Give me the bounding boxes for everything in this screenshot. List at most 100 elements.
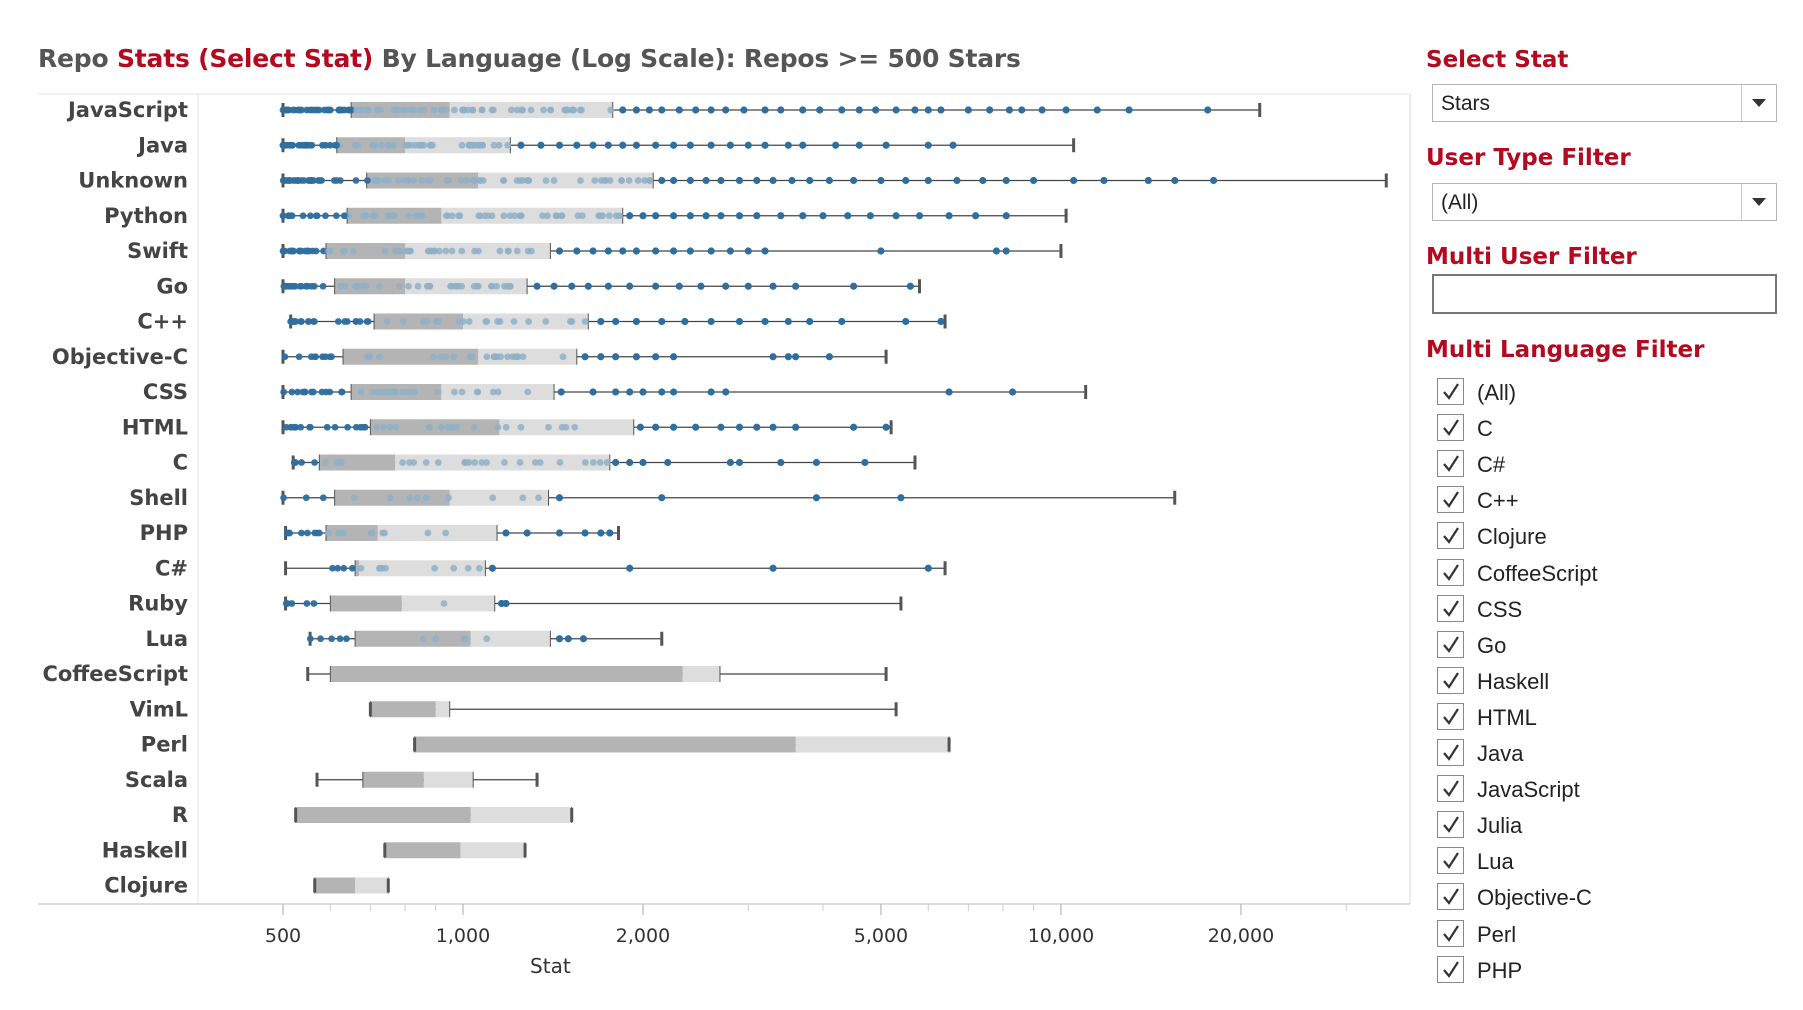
outlier-point (761, 106, 769, 114)
data-point (431, 564, 438, 572)
data-point (444, 423, 452, 431)
outlier-point (979, 176, 987, 185)
outlier-point (658, 176, 666, 185)
category-label: Unknown (78, 169, 188, 193)
user-type-dropdown[interactable]: (All) (1432, 183, 1777, 221)
checkbox-checked-icon[interactable] (1437, 919, 1464, 947)
outlier-point (806, 317, 814, 326)
outlier-point (1209, 176, 1218, 185)
chevron-down-icon[interactable] (1741, 184, 1776, 220)
data-point (426, 423, 434, 431)
category-label: Clojure (104, 874, 188, 898)
outlier-point (1070, 176, 1078, 185)
checkbox-checked-icon[interactable] (1437, 739, 1464, 766)
data-point (310, 177, 317, 184)
box-lower-half (330, 666, 683, 682)
data-point (540, 106, 547, 114)
outlier-point (686, 176, 694, 185)
checkbox-checked-icon[interactable] (1437, 847, 1464, 875)
data-point (450, 353, 458, 361)
data-point (304, 529, 311, 537)
box-lower-half (330, 595, 402, 612)
checkbox-checked-icon[interactable] (1437, 378, 1464, 405)
data-point (504, 141, 512, 149)
data-point (519, 106, 527, 114)
data-point (319, 353, 326, 361)
data-point (352, 177, 360, 184)
checkbox-checked-icon[interactable] (1437, 558, 1464, 586)
data-point (392, 423, 400, 431)
data-point (437, 106, 445, 114)
data-point (634, 177, 642, 184)
data-point (288, 318, 296, 325)
outlier-point (568, 282, 576, 290)
box-upper-half (682, 666, 720, 682)
checkbox-checked-icon[interactable] (1437, 594, 1464, 622)
data-point (330, 177, 338, 184)
chevron-down-icon[interactable] (1741, 85, 1776, 121)
multi-user-input[interactable] (1432, 274, 1777, 314)
box-upper-half (401, 595, 495, 612)
outlier-point (992, 247, 1001, 255)
checkbox-checked-icon[interactable] (1437, 414, 1464, 442)
checkbox-checked-icon[interactable] (1437, 666, 1464, 694)
checkbox-checked-icon[interactable] (1437, 450, 1464, 478)
data-point (371, 212, 379, 220)
data-point (306, 212, 314, 220)
data-point (282, 600, 290, 607)
data-point (510, 318, 518, 325)
outlier-point (799, 141, 807, 149)
data-point (536, 459, 544, 466)
box-lower-half (384, 842, 461, 859)
data-point (504, 353, 511, 361)
data-point (567, 318, 574, 325)
data-point (641, 177, 649, 184)
data-point (279, 212, 287, 220)
outlier-point (597, 529, 605, 537)
data-point (368, 388, 376, 396)
language-checkbox-label: Java (1477, 741, 1524, 766)
data-point (519, 353, 527, 361)
outlier-point (769, 423, 777, 431)
data-point (322, 212, 329, 220)
data-point (458, 282, 466, 290)
checkbox-checked-icon[interactable] (1437, 702, 1464, 730)
outlier-point (681, 317, 689, 326)
checkbox-checked-icon[interactable] (1437, 775, 1464, 803)
outlier-point (799, 106, 807, 114)
select-stat-dropdown[interactable]: Stars (1432, 84, 1777, 122)
category-label: Shell (129, 486, 188, 510)
outlier-point (949, 141, 957, 149)
data-point (589, 459, 597, 466)
data-point (404, 141, 412, 149)
data-point (478, 141, 486, 149)
x-axis-title: Stat (530, 954, 571, 978)
outlier-point (849, 423, 858, 431)
data-point (458, 388, 466, 396)
checkbox-checked-icon[interactable] (1437, 883, 1464, 911)
checkbox-checked-icon[interactable] (1437, 955, 1464, 983)
outlier-point (707, 247, 715, 255)
checkbox-checked-icon[interactable] (1437, 811, 1464, 839)
data-point (489, 494, 497, 502)
title-stat-parameter[interactable]: Stats (Select Stat) (116, 44, 374, 73)
data-point (285, 529, 293, 537)
data-point (399, 318, 407, 325)
outlier-point (707, 106, 715, 114)
category-label: Lua (145, 627, 188, 651)
checkbox-checked-icon[interactable] (1437, 630, 1464, 658)
data-point (504, 247, 512, 255)
language-checkbox-label: (All) (1477, 380, 1517, 405)
checkbox-checked-icon[interactable] (1437, 486, 1464, 514)
box-upper-half (423, 771, 474, 788)
box-layer (281, 102, 1388, 894)
outlier-point (639, 388, 647, 396)
data-point (547, 106, 554, 114)
language-checkbox-label: Perl (1477, 921, 1517, 947)
outlier-point (652, 282, 660, 290)
language-checkbox-label: Lua (1477, 849, 1514, 875)
x-tick-label: 1,000 (436, 925, 490, 947)
outlier-point (597, 317, 605, 326)
checkbox-checked-icon[interactable] (1437, 522, 1464, 550)
data-point (288, 388, 296, 396)
